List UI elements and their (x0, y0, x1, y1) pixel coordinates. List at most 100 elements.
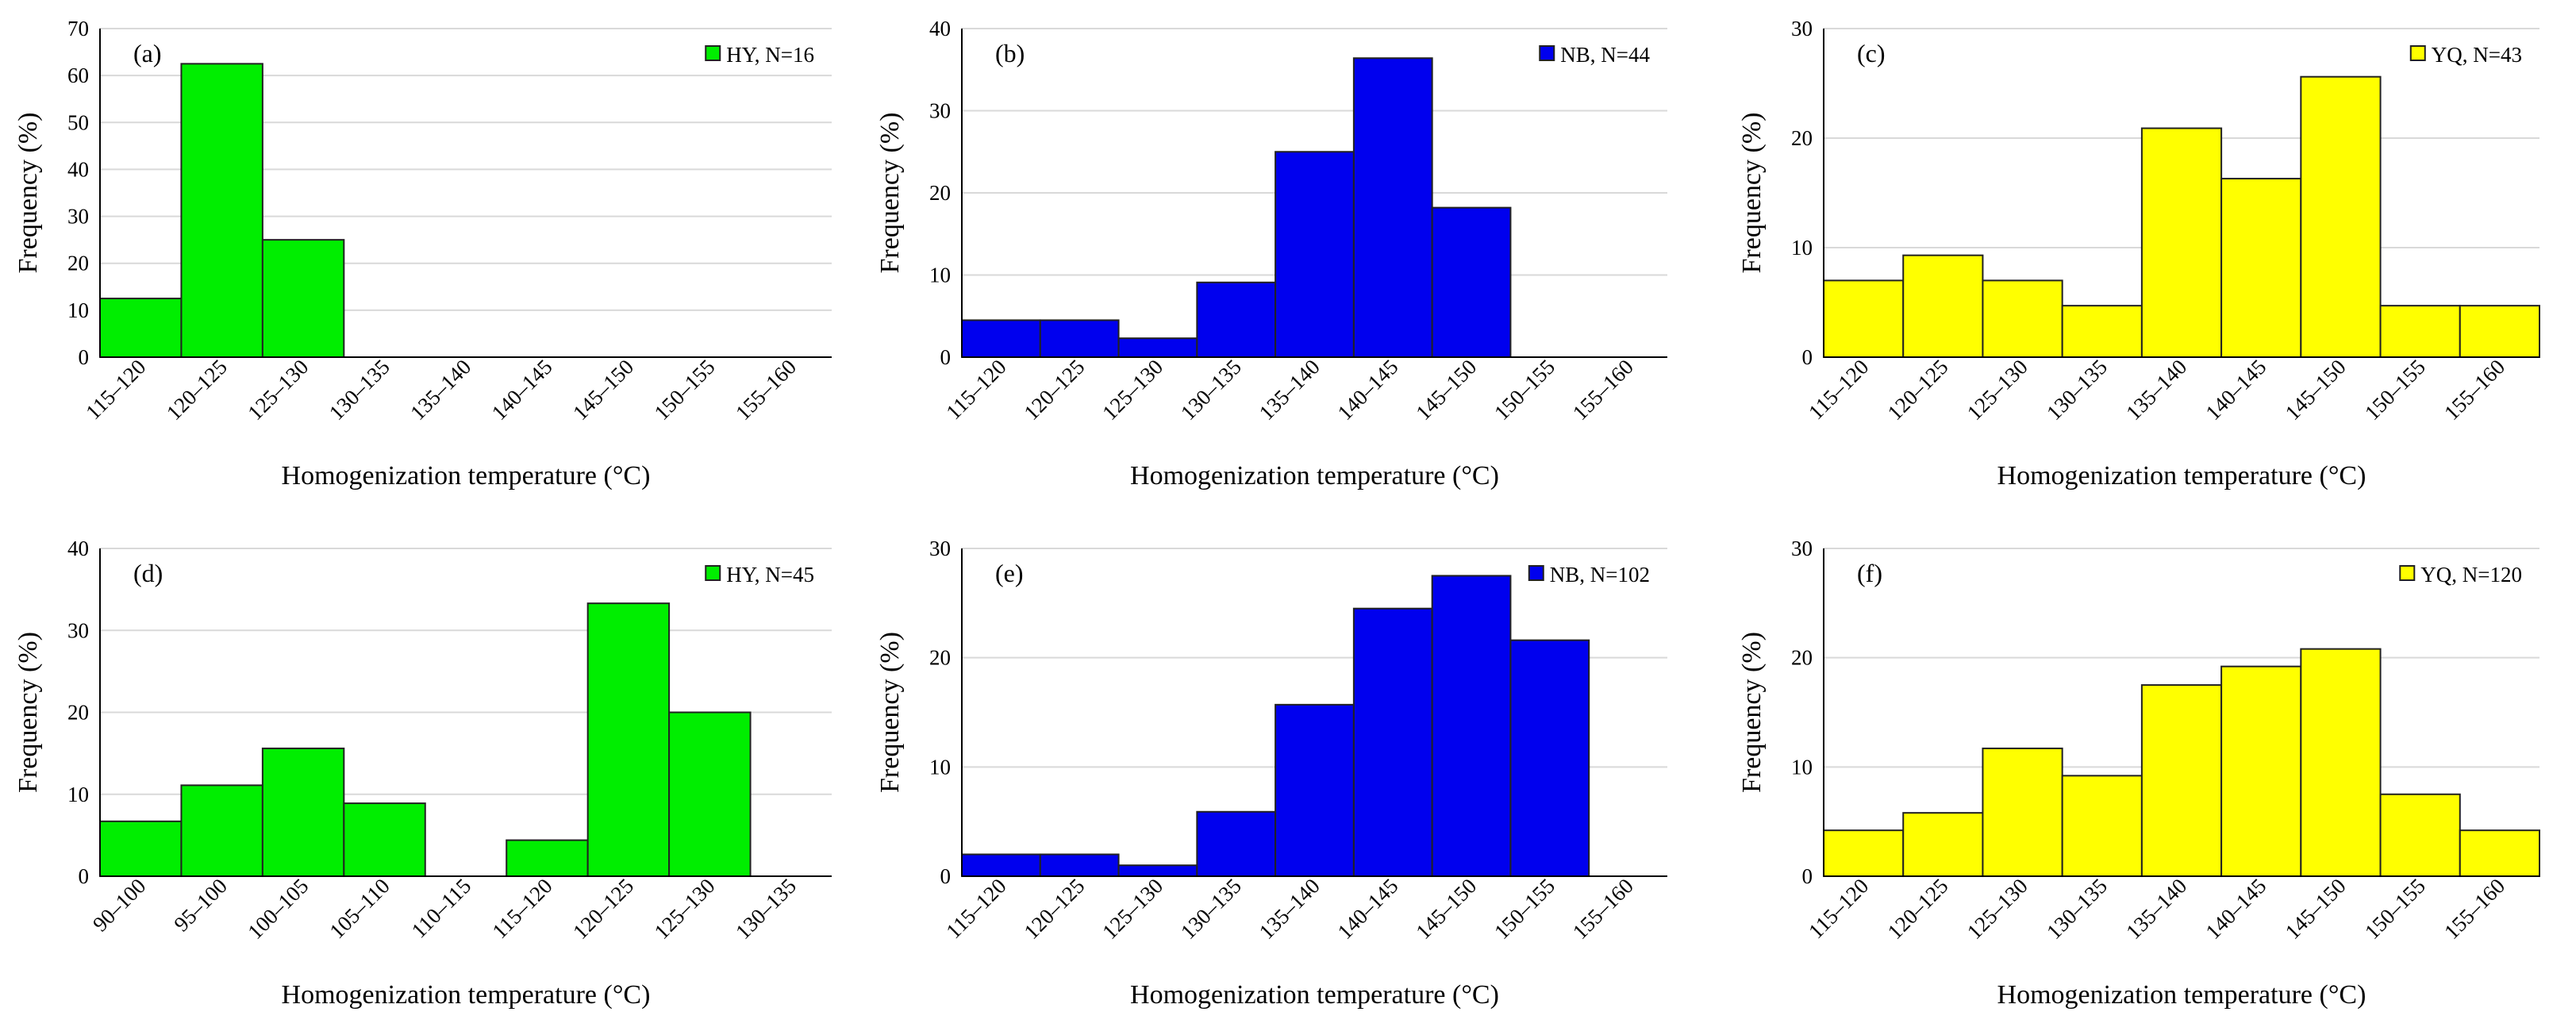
bar-150–155 (2379, 793, 2461, 877)
x-tick-label: 115–120 (81, 355, 150, 424)
x-tick-label: 145–150 (568, 355, 638, 425)
bar-135–140 (2140, 684, 2223, 877)
y-tick-label: 0 (940, 864, 952, 888)
bar-145–150 (1431, 206, 1512, 358)
x-tick-label: 140–145 (1332, 874, 1402, 944)
panel-label: (c) (1857, 39, 1886, 67)
x-tick-label: 90–100 (88, 874, 150, 936)
y-tick-label: 20 (67, 252, 89, 275)
bar-105–110 (343, 802, 426, 877)
bar-135–140 (2140, 127, 2223, 359)
y-axis-title: Frequency (%) (1737, 113, 1767, 274)
x-tick-label: 115–120 (941, 874, 1010, 943)
bar-115–120 (1823, 829, 1905, 878)
bar-115–120 (1823, 279, 1905, 358)
x-tick-label: 135–140 (2121, 874, 2191, 944)
x-tick-label: 125–130 (1098, 874, 1167, 944)
legend-label: NB, N=44 (1560, 43, 1650, 67)
legend-swatch (705, 45, 721, 61)
y-tick-label: 40 (929, 17, 951, 40)
x-tick-label: 115–120 (941, 355, 1010, 424)
x-axis-title: Homogenization temperature (°C) (1997, 980, 2366, 1010)
panel-label: (b) (995, 39, 1025, 67)
x-tick-label: 125–130 (650, 874, 720, 944)
y-tick-label: 20 (929, 646, 951, 670)
bar-125–130 (1982, 747, 2063, 877)
panel-label: (f) (1857, 559, 1882, 587)
bar-130–135 (1196, 810, 1277, 878)
y-tick-label: 30 (67, 618, 89, 642)
y-axis-title: Frequency (%) (13, 113, 43, 274)
x-tick-label: 115–120 (1804, 355, 1873, 424)
legend-swatch (1528, 565, 1544, 581)
bar-120–125 (1039, 319, 1120, 358)
y-tick-label: 30 (929, 537, 951, 560)
legend-label: HY, N=45 (726, 563, 814, 587)
x-axis-title: Homogenization temperature (°C) (282, 461, 651, 490)
bar-140–145 (2220, 178, 2302, 358)
x-tick-label: 120–125 (1883, 874, 1953, 944)
legend-swatch (2399, 565, 2416, 581)
x-tick-label: 120–125 (162, 355, 232, 425)
legend-label: YQ, N=120 (2420, 563, 2522, 587)
y-tick-label: 10 (929, 755, 951, 779)
x-tick-label: 130–135 (2042, 874, 2112, 944)
bar-145–150 (2300, 648, 2382, 877)
x-tick-label: 125–130 (1963, 355, 2032, 425)
y-tick-label: 30 (1791, 17, 1813, 40)
bar-90–100 (99, 820, 183, 878)
legend-label: NB, N=102 (1550, 563, 1650, 587)
y-tick-label: 0 (79, 864, 90, 888)
y-tick-label: 30 (1791, 537, 1813, 560)
x-tick-label: 140–145 (2201, 874, 2270, 944)
x-tick-label: 145–150 (1411, 874, 1481, 944)
y-tick-label: 20 (67, 701, 89, 725)
bar-120–125 (1902, 812, 1984, 877)
bar-125–130 (261, 239, 345, 358)
bar-135–140 (1275, 703, 1355, 878)
x-axis-title: Homogenization temperature (°C) (1130, 980, 1499, 1010)
bar-120–125 (1902, 254, 1984, 358)
bar-125–130 (1117, 337, 1198, 359)
x-tick-label: 125–130 (1963, 874, 2032, 944)
panel-label: (e) (995, 559, 1024, 587)
bar-120–125 (1039, 853, 1120, 878)
bar-140–145 (2220, 665, 2302, 877)
y-tick-label: 40 (67, 537, 89, 560)
x-tick-label: 120–125 (1019, 355, 1089, 425)
legend-label: YQ, N=43 (2432, 43, 2522, 67)
x-tick-label: 140–145 (2201, 355, 2270, 425)
x-tick-label: 130–135 (325, 355, 394, 425)
x-tick-label: 135–140 (1255, 874, 1325, 944)
y-axis-title: Frequency (%) (875, 632, 905, 793)
bar-120–125 (586, 602, 671, 877)
bar-145–150 (1431, 575, 1512, 878)
bar-150–155 (1509, 639, 1590, 877)
x-tick-label: 120–125 (1883, 355, 1953, 425)
x-tick-label: 135–140 (2121, 355, 2191, 425)
x-tick-label: 120–125 (568, 874, 638, 944)
bar-120–125 (180, 63, 263, 358)
bar-150–155 (2379, 305, 2461, 359)
x-tick-label: 155–160 (2440, 355, 2509, 425)
chart-panel-1: 0 10 20 30 40 50 60 70 115–120 120–125 125–130 130–… (13, 17, 832, 490)
x-tick-label: 140–145 (487, 355, 557, 425)
x-tick-label: 155–160 (1568, 874, 1638, 944)
bar-125–130 (1982, 279, 2063, 358)
y-tick-label: 10 (67, 783, 89, 806)
y-axis-title: Frequency (%) (875, 113, 905, 274)
x-tick-label: 130–135 (731, 874, 801, 944)
legend-label: HY, N=16 (726, 43, 814, 67)
x-tick-label: 145–150 (1411, 355, 1481, 425)
y-axis-title: Frequency (%) (1737, 632, 1767, 793)
x-tick-label: 95–100 (169, 874, 231, 936)
y-tick-label: 20 (1791, 126, 1813, 150)
x-tick-label: 125–130 (1098, 355, 1167, 425)
bar-115–120 (506, 839, 589, 877)
chart-panel-4: 0 10 20 30 40 90–100 95–100 100–105 105–110 110–1… (13, 537, 832, 1010)
x-axis-title: Homogenization temperature (°C) (1997, 461, 2366, 490)
bar-130–135 (1196, 281, 1277, 358)
x-tick-label: 135–140 (1255, 355, 1325, 425)
bar-115–120 (961, 319, 1041, 358)
x-tick-label: 115–120 (1804, 874, 1873, 943)
